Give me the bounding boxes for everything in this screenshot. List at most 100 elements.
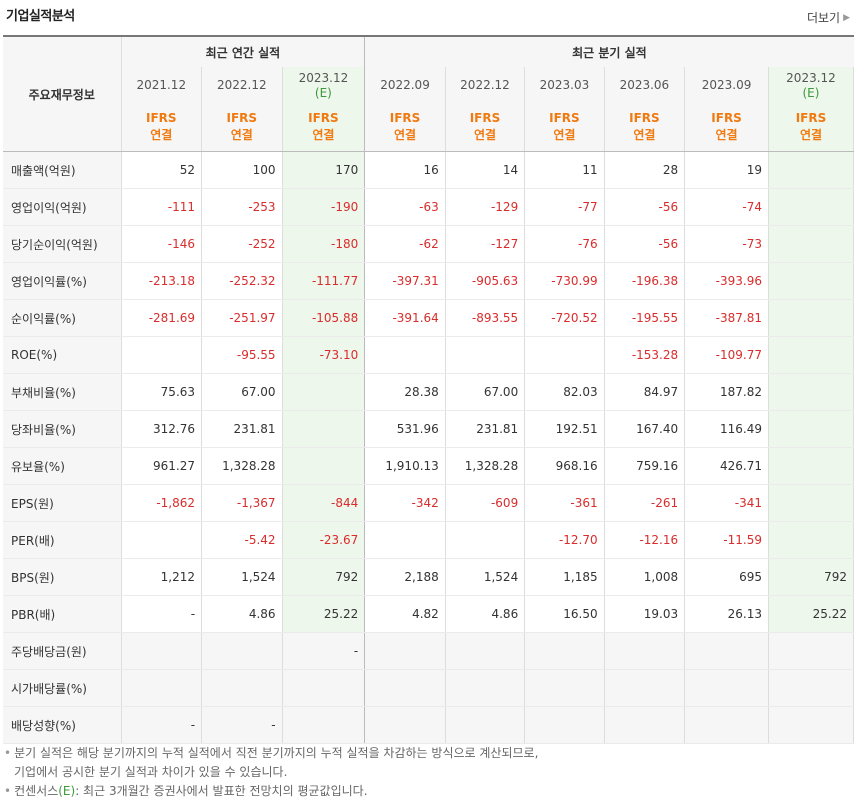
table-cell: 82.03: [524, 373, 605, 411]
table-cell: [364, 706, 446, 744]
table-cell: -609: [445, 484, 526, 522]
table-cell: -213.18: [121, 262, 203, 300]
table-cell: -63: [364, 188, 446, 226]
table-cell: [768, 447, 855, 485]
table-cell: 792: [768, 558, 855, 596]
row-label: ROE(%): [3, 336, 122, 374]
table-cell: -129: [445, 188, 526, 226]
table-cell: -252.32: [201, 262, 283, 300]
table-cell: 1,212: [121, 558, 203, 596]
row-label: PBR(배): [3, 595, 122, 633]
more-link[interactable]: 더보기 ▶: [807, 9, 850, 26]
period-header: 2022.12: [445, 67, 526, 103]
table-cell: -844: [282, 484, 366, 522]
table-cell: -95.55: [201, 336, 283, 374]
table-cell: [364, 632, 446, 670]
table-cell: [524, 706, 605, 744]
table-cell: 67.00: [201, 373, 283, 411]
table-cell: 968.16: [524, 447, 605, 485]
consolidated-label: 연결: [150, 128, 173, 142]
period-header: 2022.12: [201, 67, 283, 103]
table-cell: [121, 521, 203, 559]
table-cell: [201, 632, 283, 670]
table-row: 배당성향(%) - -: [3, 706, 855, 744]
table-cell: 1,524: [445, 558, 526, 596]
table-cell: 100: [201, 151, 283, 189]
table-row: 영업이익률(%) -213.18 -252.32 -111.77 -397.31 -905…: [3, 262, 855, 300]
table-cell: -: [121, 595, 203, 633]
table-cell: [524, 669, 605, 707]
table-cell: [684, 669, 769, 707]
row-label: 시가배당률(%): [3, 669, 122, 707]
table-cell: [445, 632, 526, 670]
table-cell: [768, 188, 855, 226]
table-cell: [684, 632, 769, 670]
table-cell: -: [201, 706, 283, 744]
table-cell: 1,185: [524, 558, 605, 596]
table-cell: [604, 632, 686, 670]
main-label: 주요재무정보: [3, 35, 122, 152]
table-cell: -: [282, 632, 366, 670]
table-row: 주당배당금(원) -: [3, 632, 855, 670]
annual-header: 최근 연간 실적: [121, 35, 366, 67]
period-header: 2023.06: [604, 67, 686, 103]
table-row: ROE(%) -95.55 -73.10 -153.28 -109.77: [3, 336, 855, 374]
table-cell: -180: [282, 225, 366, 263]
table-cell: 4.82: [364, 595, 446, 633]
table-cell: -62: [364, 225, 446, 263]
table-cell: 4.86: [201, 595, 283, 633]
table-cell: 167.40: [604, 410, 686, 448]
table-row: EPS(원) -1,862 -1,367 -844 -342 -609 -361 -261 -3…: [3, 484, 855, 522]
table-row: 시가배당률(%): [3, 669, 855, 707]
table-cell: -105.88: [282, 299, 366, 337]
table-cell: -391.64: [364, 299, 446, 337]
table-cell: -905.63: [445, 262, 526, 300]
table-cell: 531.96: [364, 410, 446, 448]
table-cell: -76: [524, 225, 605, 263]
table-cell: 52: [121, 151, 203, 189]
table-cell: -397.31: [364, 262, 446, 300]
table-cell: 19: [684, 151, 769, 189]
table-cell: 961.27: [121, 447, 203, 485]
table-cell: [768, 262, 855, 300]
table-row: PBR(배) -4.86 25.22 4.82 4.86 16.50 19.03 26.13 2…: [3, 595, 855, 633]
period-label: 2023.12: [298, 71, 349, 85]
table-cell: -251.97: [201, 299, 283, 337]
table-cell: -127: [445, 225, 526, 263]
table-cell: [684, 706, 769, 744]
ifrs-badge: IFRS 연결: [364, 103, 446, 152]
consolidated-label: 연결: [799, 128, 823, 142]
period-header: 2023.12 (E): [768, 67, 855, 103]
table-cell: [201, 669, 283, 707]
row-label: 순이익률(%): [3, 299, 122, 337]
table-cell: 25.22: [282, 595, 366, 633]
table-cell: [768, 225, 855, 263]
table-cell: -196.38: [604, 262, 686, 300]
footnote-1: • 분기 실적은 해당 분기까지의 누적 실적에서 직전 분기까지의 누적 실적을…: [4, 746, 539, 760]
period-header: 2022.09: [364, 67, 446, 103]
section-title: 기업실적분석: [6, 9, 75, 24]
table-cell: -56: [604, 188, 686, 226]
table-cell: -393.96: [684, 262, 769, 300]
ifrs-label: IFRS: [549, 111, 580, 125]
table-cell: 4.86: [445, 595, 526, 633]
table-cell: 1,524: [201, 558, 283, 596]
row-label: 영업이익률(%): [3, 262, 122, 300]
ifrs-badge: IFRS 연결: [524, 103, 605, 152]
table-cell: [445, 669, 526, 707]
table-cell: [282, 669, 366, 707]
table-cell: -111: [121, 188, 203, 226]
table-cell: 16.50: [524, 595, 605, 633]
ifrs-label: IFRS: [146, 111, 177, 125]
table-row: BPS(원) 1,212 1,524 792 2,188 1,524 1,185 1,008 6…: [3, 558, 855, 596]
table-cell: [768, 521, 855, 559]
table-cell: 231.81: [445, 410, 526, 448]
row-label: 배당성향(%): [3, 706, 122, 744]
ifrs-label: IFRS: [308, 111, 339, 125]
table-cell: -720.52: [524, 299, 605, 337]
row-label: 당좌비율(%): [3, 410, 122, 448]
table-cell: [768, 484, 855, 522]
period-header: 2023.12 (E): [282, 67, 366, 103]
table-cell: 231.81: [201, 410, 283, 448]
table-cell: -190: [282, 188, 366, 226]
